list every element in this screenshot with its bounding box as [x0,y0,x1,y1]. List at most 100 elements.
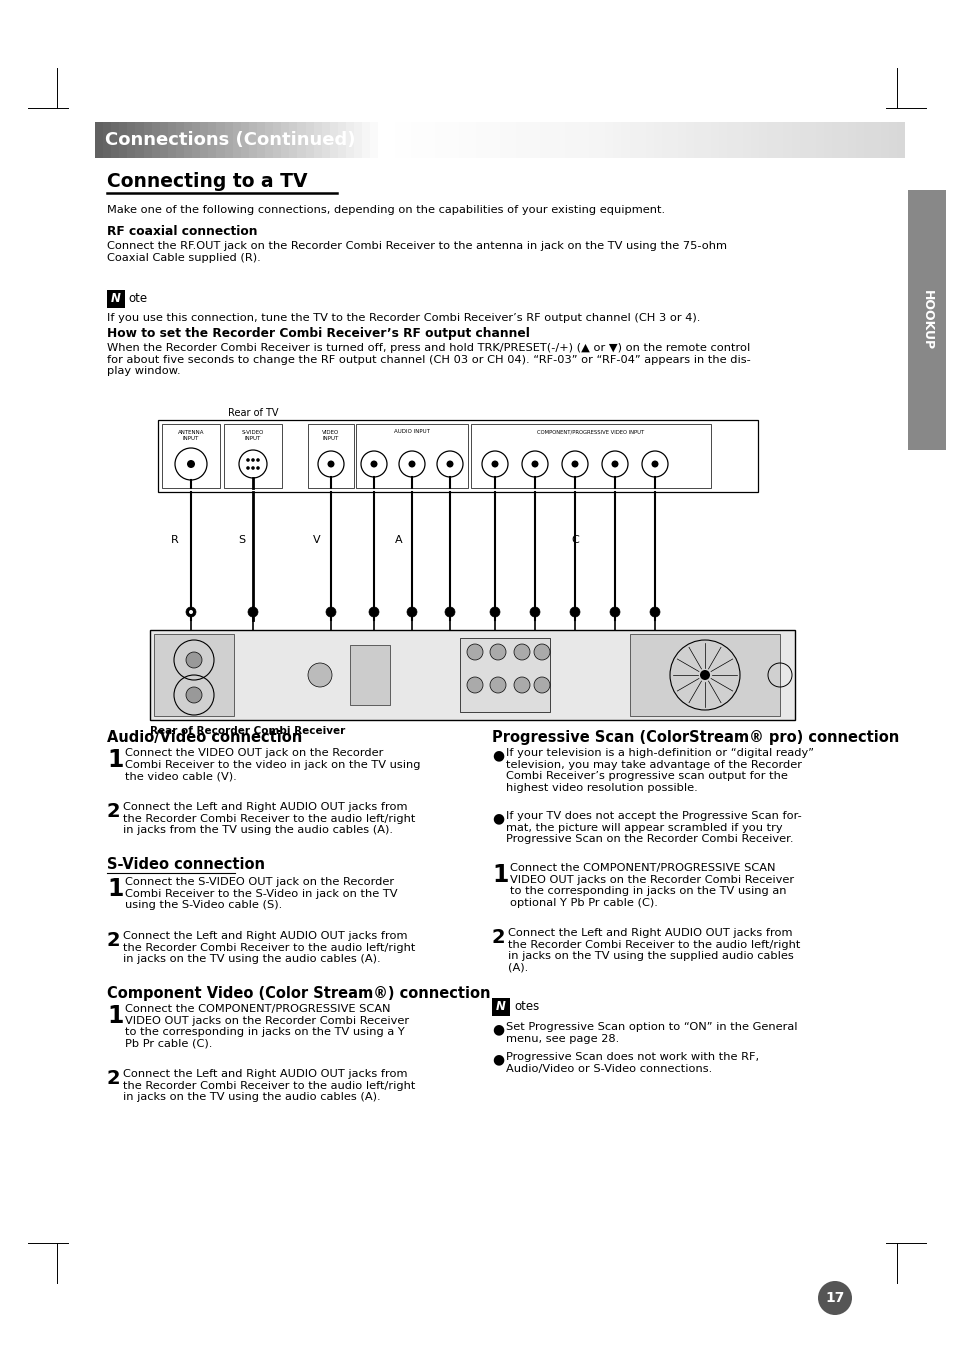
Bar [224,122,233,158]
Bar [791,122,800,158]
Bar [710,122,719,158]
Bar [158,420,758,492]
Text: S-Video connection: S-Video connection [107,857,265,871]
Bar [847,122,856,158]
Circle shape [308,663,332,688]
Bar [305,122,314,158]
Bar [443,122,452,158]
Bar [823,122,832,158]
Circle shape [186,607,195,617]
Bar [321,122,330,158]
Text: Connect the COMPONENT/PROGRESSIVE SCAN
VIDEO OUT jacks on the Recorder Combi Rec: Connect the COMPONENT/PROGRESSIVE SCAN V… [510,863,793,908]
Text: Connect the S-VIDEO OUT jack on the Recorder
Combi Receiver to the S-Video in ja: Connect the S-VIDEO OUT jack on the Reco… [125,877,397,911]
Bar [807,122,816,158]
Text: V: V [313,535,320,544]
Bar [103,122,112,158]
Text: Connect the Left and Right AUDIO OUT jacks from
the Recorder Combi Receiver to t: Connect the Left and Right AUDIO OUT jac… [123,931,415,965]
Circle shape [408,461,416,467]
Bar [184,122,193,158]
Bar [411,122,419,158]
Text: Set Progressive Scan option to “ON” in the General
menu, see page 28.: Set Progressive Scan option to “ON” in t… [505,1021,797,1043]
Text: 1: 1 [107,1004,123,1028]
Bar [907,190,945,450]
Bar [451,122,459,158]
Bar [362,122,371,158]
Bar [119,122,128,158]
Text: Connect the Left and Right AUDIO OUT jacks from
the Recorder Combi Receiver to t: Connect the Left and Right AUDIO OUT jac… [123,802,415,835]
Bar [685,122,694,158]
Circle shape [251,466,254,470]
Text: RF coaxial connection: RF coaxial connection [107,226,257,238]
Text: 2: 2 [492,928,505,947]
Bar [370,122,378,158]
Bar [694,122,702,158]
Bar [378,122,387,158]
Bar [162,424,220,488]
Bar [532,122,540,158]
Circle shape [446,461,453,467]
Bar [508,122,517,158]
Circle shape [246,458,250,462]
Bar [629,122,638,158]
Bar [718,122,726,158]
Bar [128,122,136,158]
Bar [726,122,735,158]
Circle shape [248,607,257,617]
Bar [661,122,670,158]
Bar [701,122,710,158]
Text: COMPONENT/PROGRESSIVE VIDEO INPUT: COMPONENT/PROGRESSIVE VIDEO INPUT [537,430,644,434]
Bar [386,122,395,158]
Bar [476,122,484,158]
Bar [782,122,791,158]
Circle shape [649,607,659,617]
Bar [629,634,780,716]
Bar [669,122,678,158]
Bar [459,638,550,712]
Text: Component Video (Color Stream®) connection: Component Video (Color Stream®) connecti… [107,986,490,1001]
Bar [620,122,629,158]
Text: If you use this connection, tune the TV to the Recorder Combi Receiver’s RF outp: If you use this connection, tune the TV … [107,313,700,323]
Text: 2: 2 [107,931,120,950]
Text: C: C [571,535,578,544]
Text: R: R [172,535,179,544]
Text: When the Recorder Combi Receiver is turned off, press and hold TRK/PRESET(-/+) (: When the Recorder Combi Receiver is turn… [107,343,750,376]
Circle shape [569,607,579,617]
Bar [564,122,573,158]
Text: 1: 1 [492,863,508,888]
Circle shape [534,677,550,693]
Circle shape [326,607,335,617]
Text: Connect the Left and Right AUDIO OUT jacks from
the Recorder Combi Receiver to t: Connect the Left and Right AUDIO OUT jac… [507,928,800,973]
Bar [734,122,742,158]
Circle shape [530,607,539,617]
Bar [265,122,274,158]
Bar [524,122,533,158]
Bar [150,630,794,720]
Circle shape [369,607,378,617]
Bar [467,122,476,158]
Bar [224,424,282,488]
Bar [880,122,888,158]
Bar [799,122,807,158]
Bar [766,122,775,158]
Circle shape [609,607,619,617]
Bar [289,122,297,158]
Text: If your TV does not accept the Progressive Scan for-
mat, the picture will appea: If your TV does not accept the Progressi… [505,811,801,844]
Circle shape [370,461,377,467]
Text: A: A [395,535,402,544]
Text: AUDIO INPUT: AUDIO INPUT [394,430,430,434]
Circle shape [534,644,550,661]
Bar [427,122,436,158]
Bar [402,122,411,158]
Text: 1: 1 [107,748,123,771]
Circle shape [611,461,618,467]
Bar [418,122,427,158]
Circle shape [256,466,259,470]
Bar [297,122,306,158]
Bar [192,122,200,158]
Text: ●: ● [492,748,503,762]
Bar [775,122,783,158]
Text: Rear of TV: Rear of TV [228,408,278,417]
Text: Make one of the following connections, depending on the capabilities of your exi: Make one of the following connections, d… [107,205,664,215]
Circle shape [327,461,335,467]
Text: 1: 1 [107,877,123,901]
